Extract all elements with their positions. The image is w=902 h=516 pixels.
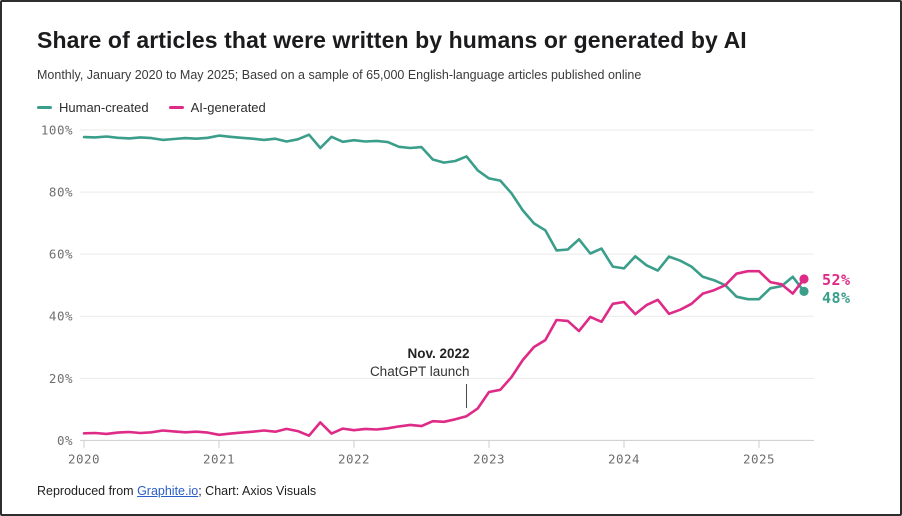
ai-line-swatch bbox=[168, 105, 184, 110]
y-axis-label: 20% bbox=[49, 371, 73, 386]
legend: Human-created AI-generated bbox=[37, 100, 266, 115]
y-axis-label: 60% bbox=[49, 247, 73, 262]
legend-item-ai: AI-generated bbox=[168, 100, 266, 115]
x-axis-label: 2025 bbox=[743, 452, 775, 467]
y-axis-label: 100% bbox=[41, 123, 73, 138]
human-end-dot bbox=[799, 286, 809, 297]
ai-end-dot bbox=[799, 274, 809, 284]
x-axis-label: 2024 bbox=[608, 452, 640, 467]
x-axis-label: 2020 bbox=[68, 452, 100, 467]
y-axis-label: 80% bbox=[49, 185, 73, 200]
annotation-title: Nov. 2022 bbox=[407, 346, 469, 361]
y-axis-label: 0% bbox=[57, 433, 73, 448]
x-axis-label: 2023 bbox=[473, 452, 505, 467]
annotation-label: ChatGPT launch bbox=[370, 364, 470, 379]
y-axis-label: 40% bbox=[49, 309, 73, 324]
source-suffix: ; Chart: Axios Visuals bbox=[198, 484, 317, 498]
legend-label: AI-generated bbox=[190, 100, 266, 115]
ai-generated-line bbox=[82, 269, 806, 438]
human-end-value-label: 48% bbox=[822, 289, 851, 307]
human-created-line bbox=[82, 133, 806, 301]
chart-subtitle: Monthly, January 2020 to May 2025; Based… bbox=[37, 68, 642, 82]
x-axis-label: 2021 bbox=[203, 452, 235, 467]
graphite-io-link[interactable]: Graphite.io bbox=[137, 484, 199, 498]
source-prefix: Reproduced from bbox=[37, 484, 138, 498]
source-note: Reproduced from Graphite.io; Chart: Axio… bbox=[37, 484, 316, 498]
legend-item-human: Human-created bbox=[37, 100, 149, 115]
page-title: Share of articles that were written by h… bbox=[37, 27, 747, 53]
human-line-swatch bbox=[37, 105, 52, 110]
legend-label: Human-created bbox=[59, 100, 149, 115]
x-axis-label: 2022 bbox=[338, 452, 370, 467]
ai-end-value-label: 52% bbox=[822, 271, 851, 289]
